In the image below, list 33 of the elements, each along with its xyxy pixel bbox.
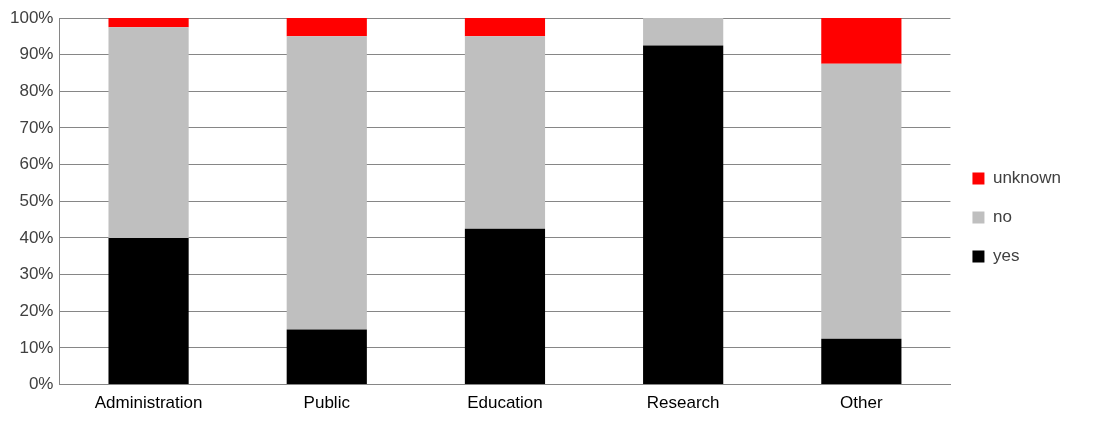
y-tick-label: 10% [19, 337, 54, 357]
y-tick-label: 60% [19, 154, 54, 174]
y-tick-label: 20% [19, 300, 54, 320]
y-tick-label: 70% [19, 117, 54, 137]
bar [108, 18, 189, 28]
bar [464, 36, 546, 229]
x-tick-label: Administration [94, 393, 203, 413]
x-tick-label: Public [303, 393, 351, 413]
bar [464, 228, 546, 385]
y-tick-label: 90% [19, 44, 54, 64]
legend-label: unknown [992, 168, 1062, 188]
y-tick-label: 30% [19, 264, 54, 284]
legend-label: yes [992, 246, 1020, 266]
bar [286, 18, 367, 37]
legend-label: no [992, 207, 1012, 227]
y-tick-label: 100% [10, 7, 54, 27]
y-tick-label: 80% [19, 81, 54, 101]
x-tick-label: Research [646, 393, 720, 413]
x-tick-label: Other [840, 393, 883, 413]
bar [464, 18, 546, 37]
bar [821, 18, 902, 64]
bar [286, 329, 367, 385]
y-tick-label: 40% [19, 227, 54, 247]
bar [821, 338, 902, 385]
x-tick-label: Education [467, 393, 543, 413]
bar [108, 27, 189, 238]
bar [821, 63, 902, 339]
bar [108, 237, 189, 385]
y-tick-label: 0% [28, 374, 54, 394]
bar [643, 18, 724, 46]
bar [286, 36, 367, 330]
y-tick-label: 50% [19, 190, 54, 210]
bar [643, 45, 724, 385]
